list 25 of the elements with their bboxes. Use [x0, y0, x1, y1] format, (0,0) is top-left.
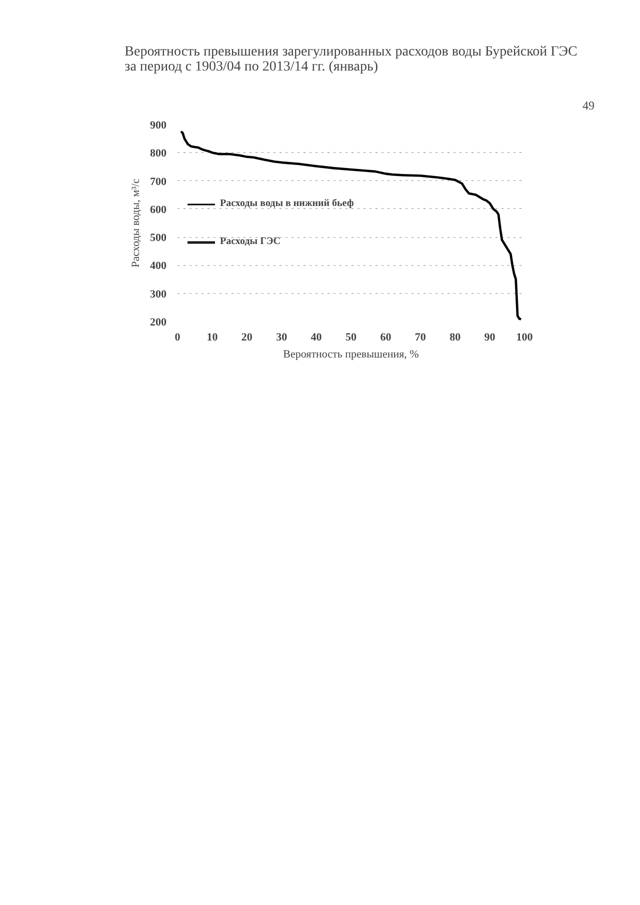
x-tick-label: 50 [346, 332, 357, 344]
y-tick-label: 300 [150, 288, 167, 300]
text: 49 [582, 98, 594, 112]
y-tick-label: 400 [150, 260, 167, 272]
x-tick-label: 60 [380, 332, 392, 344]
y-tick-label: 200 [150, 316, 167, 328]
x-tick-label: 80 [450, 332, 462, 344]
x-tick-label: 100 [516, 332, 534, 344]
y-tick-label: 500 [150, 232, 167, 244]
x-tick-label: 0 [174, 332, 181, 344]
y-axis-title: Расходы воды, м³/с [130, 178, 142, 268]
x-axis-title: Вероятность превышения, % [283, 348, 419, 360]
chart-title: Вероятность превышения зарегулированных расходов воды Бурейской ГЭС за период с 1903/04 по 2013/14 гг. (январь) [124, 44, 578, 74]
x-tick-label: 90 [484, 332, 496, 344]
y-tick-label: 600 [150, 204, 167, 216]
x-tick-label: 40 [310, 332, 322, 344]
y-tick-label: 800 [150, 148, 167, 160]
y-tick-label: 700 [150, 176, 167, 188]
y-tick-label: 900 [150, 120, 167, 132]
legend-label: Расходы ГЭС [220, 236, 280, 247]
x-tick-label: 20 [241, 332, 253, 344]
legend-label: Расходы воды в нижний бьеф [220, 198, 354, 209]
x-tick-label: 70 [414, 332, 426, 344]
x-tick-label: 30 [276, 332, 288, 344]
x-tick-label: 10 [206, 332, 218, 344]
